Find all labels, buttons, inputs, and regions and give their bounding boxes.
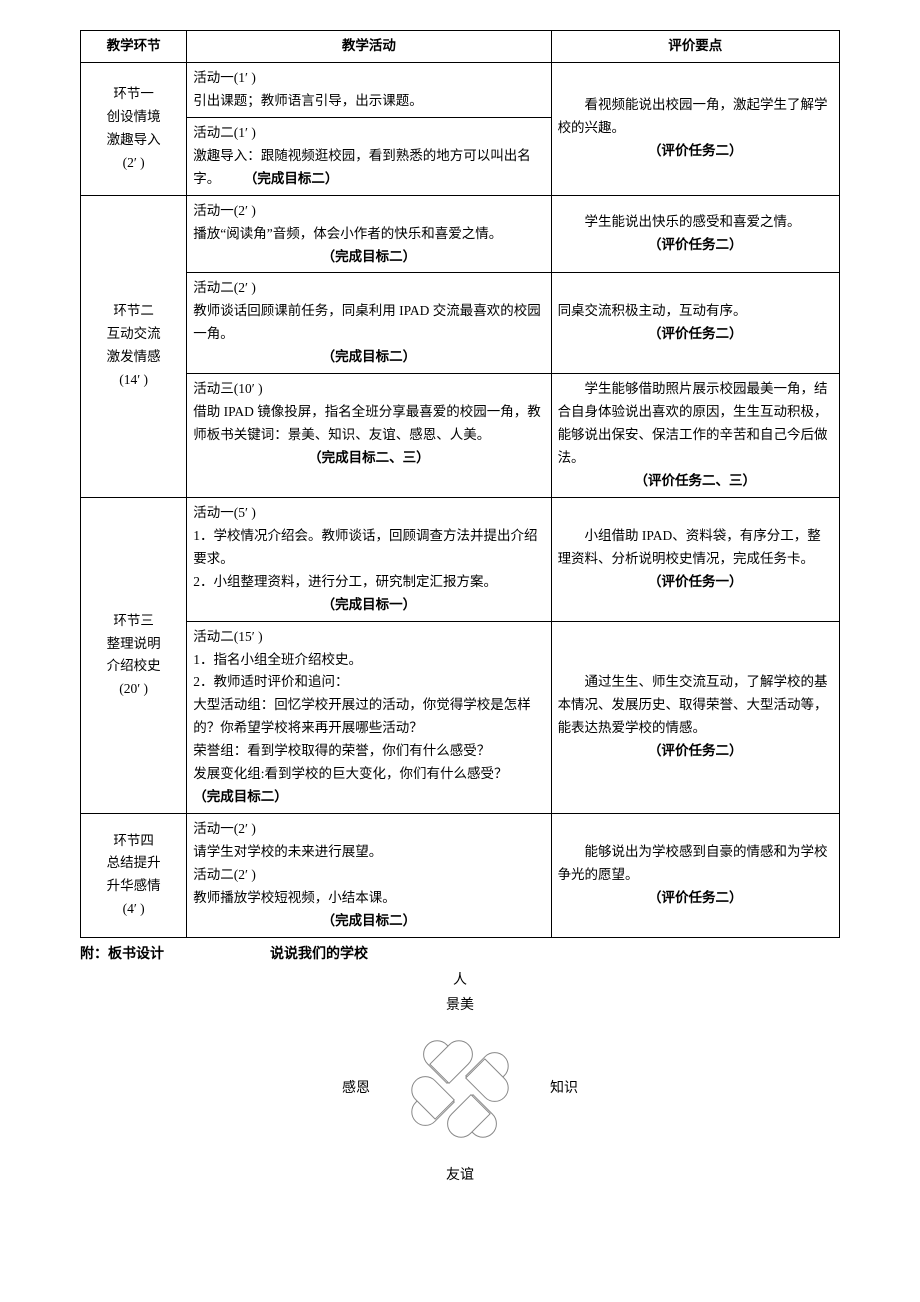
appendix-label: 附：板书设计 [80,944,210,966]
header-activity: 教学活动 [187,31,551,63]
activity-head: 活动一(2′ ) [193,200,544,223]
activity-cell: 活动一(1′ ) 引出课题；教师语言引导，出示课题。 [187,62,551,117]
activity-cell: 活动三(10′ ) 借助 IPAD 镜像投屏，指名全班分享最喜爱的校园一角，教师… [187,374,551,498]
eval-tag: （评价任务一） [558,571,833,594]
stage-3: 环节三 整理说明 介绍校史 (20′ ) [81,497,187,813]
activity-head: 活动二(2′ ) [193,277,544,300]
board-left: 感恩 [342,1078,370,1100]
stage-4: 环节四 总结提升 升华感情 (4′ ) [81,814,187,938]
eval-tag: （评价任务二、三） [558,470,833,493]
eval-body: 看视频能说出校园一角，激起学生了解学校的兴趣。 [558,94,833,140]
eval-cell: 同桌交流积极主动，互动有序。 （评价任务二） [551,273,839,374]
goal-tag: （完成目标二） [251,171,339,186]
lesson-plan-table: 教学环节 教学活动 评价要点 环节一 创设情境 激趣导入 (2′ ) 活动一(1… [80,30,840,938]
eval-tag: （评价任务二） [558,234,833,257]
eval-cell: 学生能够借助照片展示校园最美一角，结合自身体验说出喜欢的原因，生生互动积极，能够… [551,374,839,498]
eval-body: 同桌交流积极主动，互动有序。 [558,300,833,323]
clover-icon [400,1029,520,1149]
goal-tag: （完成目标二） [193,246,544,269]
eval-tag: （评价任务二） [558,323,833,346]
eval-cell: 小组借助 IPAD、资料袋，有序分工，整理资料、分析说明校史情况，完成任务卡。 … [551,497,839,621]
eval-cell: 学生能说出快乐的感受和喜爱之情。 （评价任务二） [551,195,839,273]
appendix-title: 说说我们的学校 [270,944,368,966]
activity-cell: 活动一(2′ ) 播放“阅读角”音频，体会小作者的快乐和喜爱之情。 （完成目标二… [187,195,551,273]
activity-cell: 活动二(1′ ) 激趣导入：跟随视频逛校园，看到熟悉的地方可以叫出名字。 （完成… [187,117,551,195]
eval-tag: （评价任务二） [558,887,833,910]
board-bottom: 友谊 [446,1165,474,1187]
goal-tag: （完成目标二） [193,346,544,369]
eval-body: 小组借助 IPAD、资料袋，有序分工，整理资料、分析说明校史情况，完成任务卡。 [558,525,833,571]
activity-cell: 活动一(5′ ) 1．学校情况介绍会。教师谈话，回顾调查方法并提出介绍要求。 2… [187,497,551,621]
activity-body: 教师谈话回顾课前任务，同桌利用 IPAD 交流最喜欢的校园一角。 [193,300,544,346]
eval-cell: 能够说出为学校感到自豪的情感和为学校争光的愿望。 （评价任务二） [551,814,839,938]
appendix-header: 附：板书设计 说说我们的学校 [80,944,840,966]
eval-tag: （评价任务二） [558,140,833,163]
eval-body: 学生能说出快乐的感受和喜爱之情。 [558,211,833,234]
header-stage: 教学环节 [81,31,187,63]
activity-cell: 活动一(2′ ) 请学生对学校的未来进行展望。 活动二(2′ ) 教师播放学校短… [187,814,551,938]
board-top-1: 人 [453,970,467,992]
activity-body: 引出课题；教师语言引导，出示课题。 [193,90,544,113]
eval-body: 能够说出为学校感到自豪的情感和为学校争光的愿望。 [558,841,833,887]
activity-head: 活动二(1′ ) [193,122,544,145]
board-top-2: 景美 [446,995,474,1017]
header-eval: 评价要点 [551,31,839,63]
board-right: 知识 [550,1078,578,1100]
activity-body: 播放“阅读角”音频，体会小作者的快乐和喜爱之情。 [193,223,544,246]
eval-tag: （评价任务二） [558,740,833,763]
activity-head: 活动一(5′ ) [193,502,544,525]
activity-cell: 活动二(15′ ) 1．指名小组全班介绍校史。 2．教师适时评价和追问： 大型活… [187,621,551,814]
eval-body: 通过生生、师生交流互动，了解学校的基本情况、发展历史、取得荣誉、大型活动等，能表… [558,671,833,740]
activity-head: 活动一(1′ ) [193,67,544,90]
goal-tag: （完成目标二） [193,789,288,804]
goal-tag: （完成目标二） [193,910,544,933]
activity-head: 活动三(10′ ) [193,378,544,401]
activity-head: 活动一(2′ ) [193,818,544,841]
eval-cell: 通过生生、师生交流互动，了解学校的基本情况、发展历史、取得荣誉、大型活动等，能表… [551,621,839,814]
activity-body: 借助 IPAD 镜像投屏，指名全班分享最喜爱的校园一角，教师板书关键词：景美、知… [193,401,544,447]
goal-tag: （完成目标二、三） [193,447,544,470]
stage-1: 环节一 创设情境 激趣导入 (2′ ) [81,62,187,195]
stage-2: 环节二 互动交流 激发情感 (14′ ) [81,195,187,497]
goal-tag: （完成目标一） [193,594,544,617]
activity-head: 活动二(15′ ) [193,626,544,649]
eval-cell: 看视频能说出校园一角，激起学生了解学校的兴趣。 （评价任务二） [551,62,839,195]
eval-body: 学生能够借助照片展示校园最美一角，结合自身体验说出喜欢的原因，生生互动积极，能够… [558,378,833,470]
activity-cell: 活动二(2′ ) 教师谈话回顾课前任务，同桌利用 IPAD 交流最喜欢的校园一角… [187,273,551,374]
board-design: 人 景美 感恩 知识 友谊 [80,970,840,1187]
